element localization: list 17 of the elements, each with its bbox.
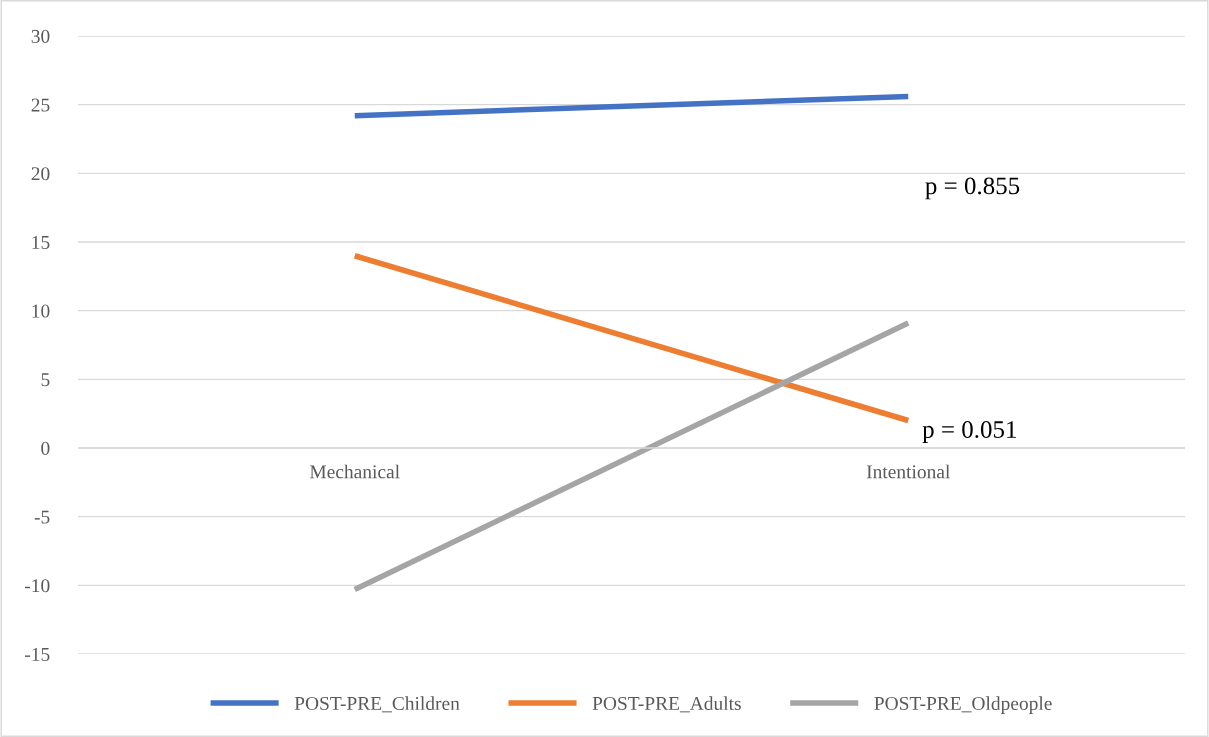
x-tick-label: Mechanical (309, 464, 400, 479)
legend-label: POST-PRE_Children (294, 696, 460, 713)
y-tick-label: 5 (41, 373, 50, 387)
x-tick-label: Intentional (866, 464, 950, 479)
y-tick-label: -15 (25, 647, 50, 661)
annotation: p = 0.855 (925, 177, 1020, 200)
y-tick-label: -10 (25, 579, 50, 593)
y-tick-label: 25 (31, 98, 50, 112)
legend-label: POST-PRE_Adults (592, 696, 741, 713)
y-tick-label: -5 (34, 510, 50, 524)
y-tick-label: 10 (32, 304, 50, 318)
legend-label: POST-PRE_Oldpeople (874, 696, 1052, 714)
y-tick-label: 0 (41, 441, 50, 455)
annotation: p = 0.051 (922, 421, 1016, 443)
y-tick-label: 15 (32, 235, 50, 249)
y-tick-label: 30 (31, 29, 50, 43)
y-tick-label: 20 (31, 167, 50, 181)
